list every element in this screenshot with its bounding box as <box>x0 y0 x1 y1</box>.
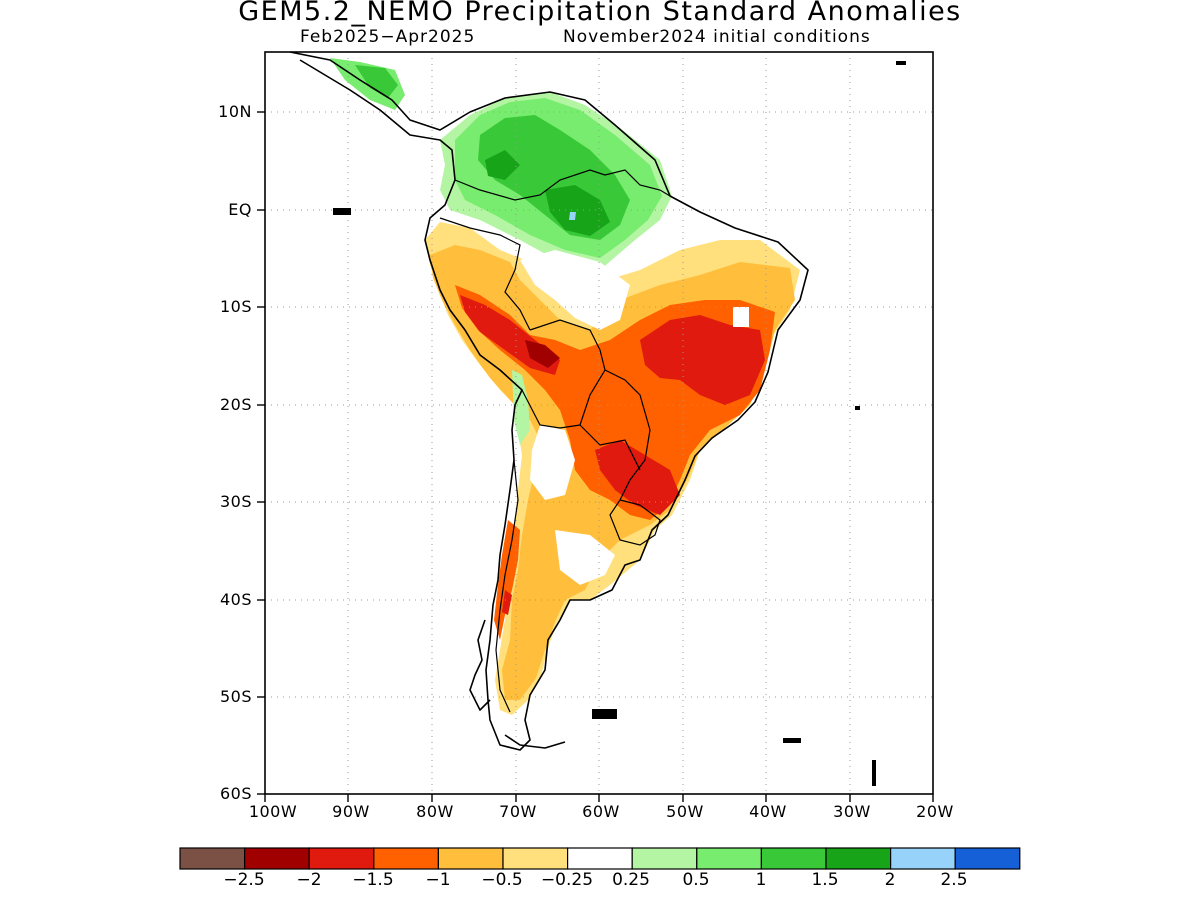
lat-label: 20S <box>219 395 252 414</box>
colorbar-label: 1.5 <box>811 870 839 890</box>
lat-label: 30S <box>219 492 252 511</box>
colorbar-label: 2.5 <box>940 870 968 890</box>
colorbar-swatch <box>373 847 439 870</box>
lat-label: EQ <box>228 200 252 219</box>
country-borders <box>439 169 671 713</box>
dry-anomaly-extreme <box>525 340 560 368</box>
lat-label: 10S <box>219 297 252 316</box>
lon-label: 90W <box>332 802 370 821</box>
dry-anomaly-patagonia-severe <box>502 590 512 615</box>
lon-label: 80W <box>416 802 454 821</box>
wet-anomaly-central-america-strong <box>355 65 398 98</box>
lon-label: 20W <box>916 802 954 821</box>
lat-label: 60S <box>219 784 252 803</box>
lat-label: 10N <box>218 102 252 121</box>
dry-anomaly-severe-brazil <box>640 315 765 405</box>
colorbar-label: −1.5 <box>352 870 394 890</box>
neutral-patch-argentina <box>555 530 615 585</box>
lon-label: 30W <box>833 802 871 821</box>
lon-label: 70W <box>499 802 537 821</box>
wet-anomaly-core-b <box>485 150 520 180</box>
axis-ticks <box>257 111 934 802</box>
colorbar-swatch <box>566 847 633 870</box>
colorbar-swatch <box>244 847 310 870</box>
colorbar-swatch <box>179 847 246 870</box>
colorbar-label: −1 <box>425 870 451 890</box>
colorbar-label: 2 <box>884 870 896 890</box>
colorbar-swatch <box>437 847 504 870</box>
lat-label: 50S <box>219 687 252 706</box>
colorbar-label: −2 <box>296 870 322 890</box>
neutral-patch-pampas <box>530 425 575 500</box>
wet-anomaly-point <box>569 212 576 220</box>
lon-label: 100W <box>248 802 298 821</box>
neutral-patch-nordeste <box>733 307 749 327</box>
colorbar <box>179 847 1021 870</box>
colorbar-swatch <box>825 847 892 870</box>
islands <box>333 61 906 786</box>
colorbar-swatch <box>889 847 956 870</box>
colorbar-swatch <box>308 847 375 870</box>
colorbar-swatch <box>954 847 1021 870</box>
lon-label: 50W <box>666 802 704 821</box>
colorbar-swatch <box>502 847 569 870</box>
colorbar-label: 1 <box>755 870 767 890</box>
colorbar-swatch <box>696 847 762 870</box>
colorbar-label: 0.25 <box>612 870 650 890</box>
neutral-patch-amazon <box>520 250 630 330</box>
lat-label: 40S <box>219 590 252 609</box>
chart-title: GEM5.2_NEMO Precipitation Standard Anoma… <box>238 0 962 27</box>
graticule <box>265 52 933 794</box>
colorbar-label: −0.5 <box>481 870 523 890</box>
colorbar-swatch <box>760 847 827 870</box>
colorbar-label: −0.25 <box>540 870 594 890</box>
colorbar-label: 0.5 <box>682 870 710 890</box>
lon-label: 40W <box>749 802 787 821</box>
initial-conditions: November2024 initial conditions <box>563 27 871 47</box>
coastlines <box>289 52 809 751</box>
colorbar-swatch <box>631 847 698 870</box>
anomaly-field <box>265 52 933 794</box>
lon-label: 60W <box>582 802 620 821</box>
colorbar-label: −2.5 <box>223 870 265 890</box>
forecast-period: Feb2025−Apr2025 <box>300 27 476 47</box>
dry-anomaly-severe-south <box>595 440 680 515</box>
